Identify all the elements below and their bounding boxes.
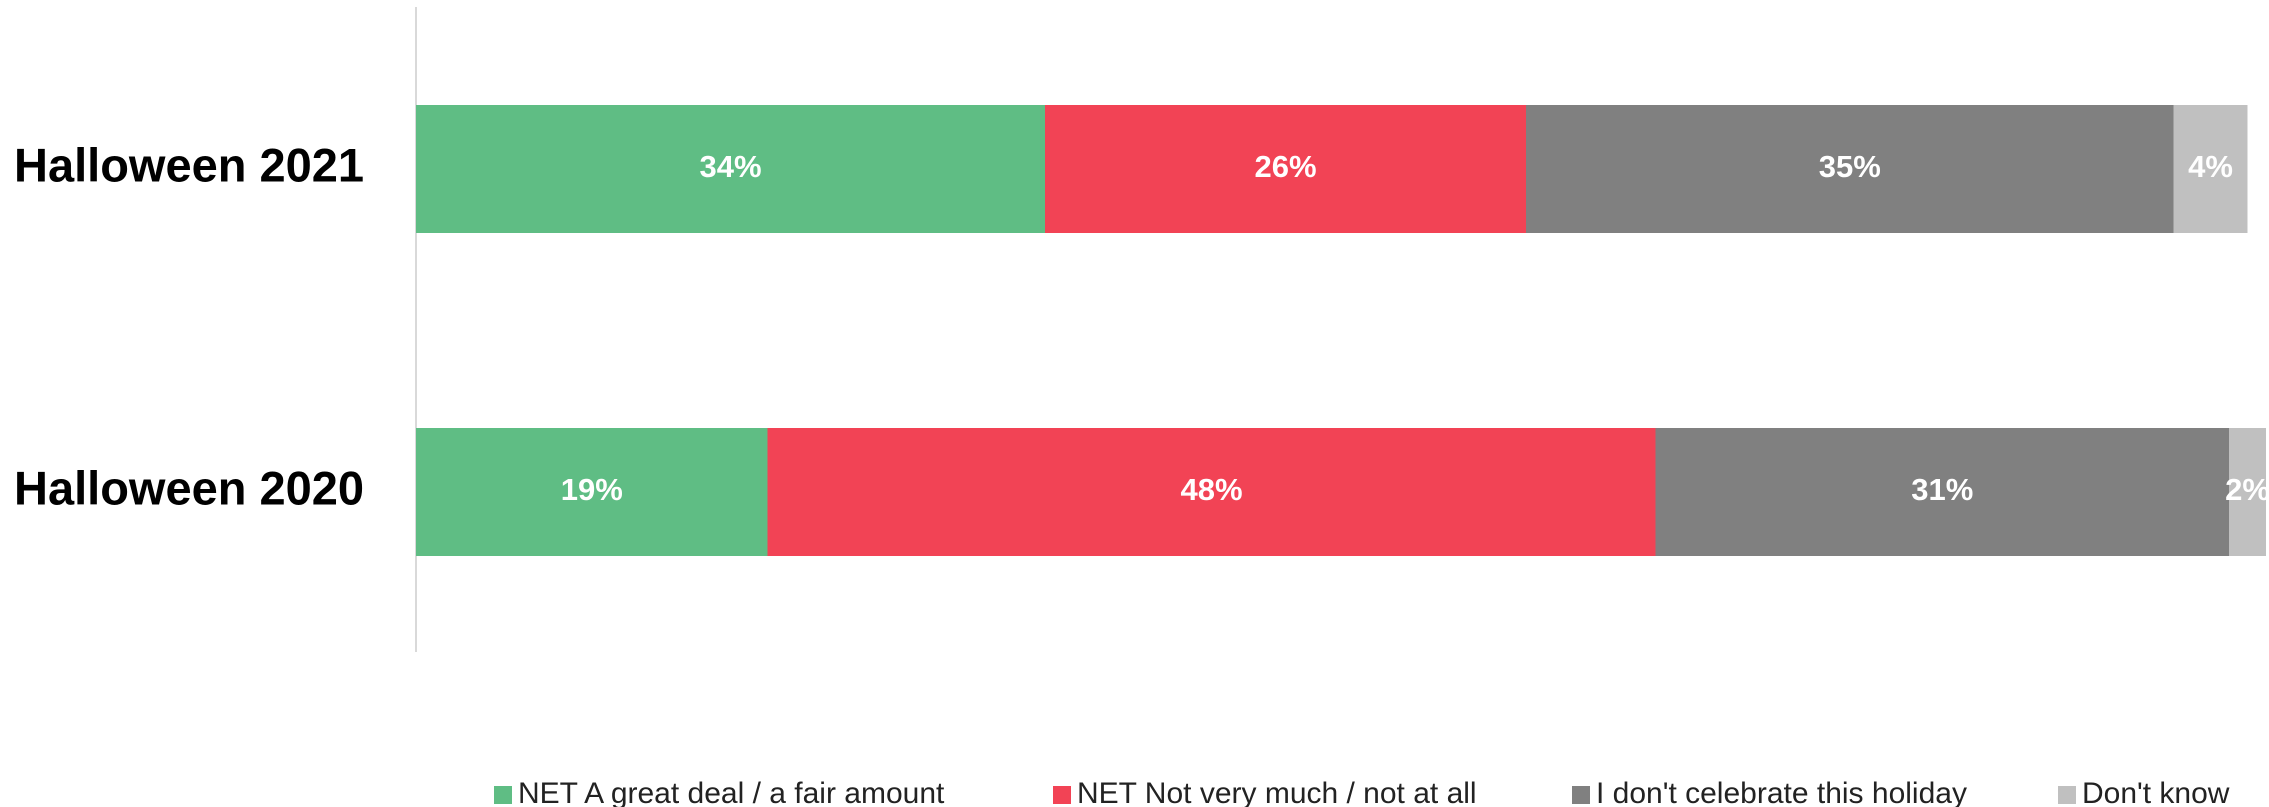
bar-segment	[1045, 105, 1526, 233]
value-label: 31%	[1911, 472, 1973, 507]
legend-swatch	[1053, 786, 1071, 804]
legend-label: NET A great deal / a fair amount	[518, 777, 945, 807]
value-label: 2%	[2225, 472, 2269, 507]
legend-swatch	[494, 786, 512, 804]
value-label: 19%	[561, 472, 623, 507]
bar-segment	[767, 428, 1656, 556]
legend-label: I don't celebrate this holiday	[1596, 777, 1967, 807]
plot: 34% 26% 35% 4% 19% 48% 31% 2%	[416, 105, 2269, 556]
category-label: Halloween 2021	[14, 138, 364, 191]
bar-segment	[2229, 428, 2266, 556]
bar-segment	[1655, 428, 2229, 556]
value-label: 4%	[2188, 149, 2233, 184]
bar-segment	[2173, 105, 2248, 233]
value-label: 26%	[1254, 149, 1316, 184]
category-label: Halloween 2020	[14, 461, 364, 514]
bar-segment	[1526, 105, 2174, 233]
value-label: 35%	[1819, 149, 1881, 184]
legend-swatch	[2058, 786, 2076, 804]
legend-label: NET Not very much / not at all	[1077, 777, 1477, 807]
legend-label: Don't know	[2082, 777, 2230, 807]
value-label: 48%	[1180, 472, 1242, 507]
legend-swatch	[1572, 786, 1590, 804]
bar-segment	[416, 428, 768, 556]
value-label: 34%	[699, 149, 761, 184]
bar-segment	[416, 105, 1045, 233]
